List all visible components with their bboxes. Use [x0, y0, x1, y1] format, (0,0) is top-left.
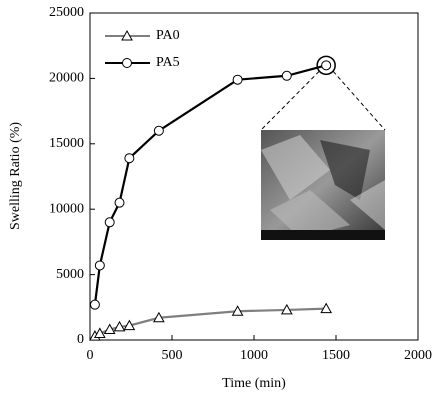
x-tick-label: 0: [87, 348, 94, 363]
marker: [231, 305, 244, 316]
marker: [321, 60, 332, 71]
marker: [232, 74, 243, 85]
marker: [94, 260, 105, 271]
marker: [280, 303, 293, 315]
x-tick-label: 500: [162, 348, 183, 363]
marker: [103, 323, 116, 335]
marker: [153, 311, 165, 323]
marker: [123, 319, 136, 331]
x-tick-label: 1000: [240, 348, 268, 363]
marker: [114, 197, 125, 208]
callout-ring: [316, 55, 336, 76]
y-tick-label: 5000: [56, 267, 84, 282]
y-tick-label: 15000: [49, 136, 84, 151]
y-axis-label: Swelling Ratio (%): [8, 122, 23, 230]
x-tick-label: 2000: [404, 348, 432, 363]
y-tick-label: 25000: [49, 5, 84, 20]
marker: [93, 327, 106, 338]
marker: [124, 153, 135, 164]
callout-line: [332, 70, 386, 131]
callout-line: [260, 70, 320, 131]
legend-marker: [122, 58, 132, 68]
inset-image: [261, 130, 385, 240]
marker: [113, 320, 126, 332]
legend-label: PA5: [156, 55, 180, 70]
legend-marker: [121, 29, 133, 41]
marker: [153, 125, 164, 136]
x-tick-label: 1500: [322, 348, 350, 363]
x-axis-label: Time (min): [222, 376, 286, 391]
marker: [281, 70, 292, 81]
marker: [320, 302, 333, 314]
y-tick-label: 20000: [49, 71, 84, 86]
marker: [89, 299, 100, 310]
marker: [104, 217, 115, 228]
y-tick-label: 10000: [49, 201, 84, 216]
legend-label: PA0: [156, 28, 180, 43]
y-tick-label: 0: [77, 332, 84, 347]
